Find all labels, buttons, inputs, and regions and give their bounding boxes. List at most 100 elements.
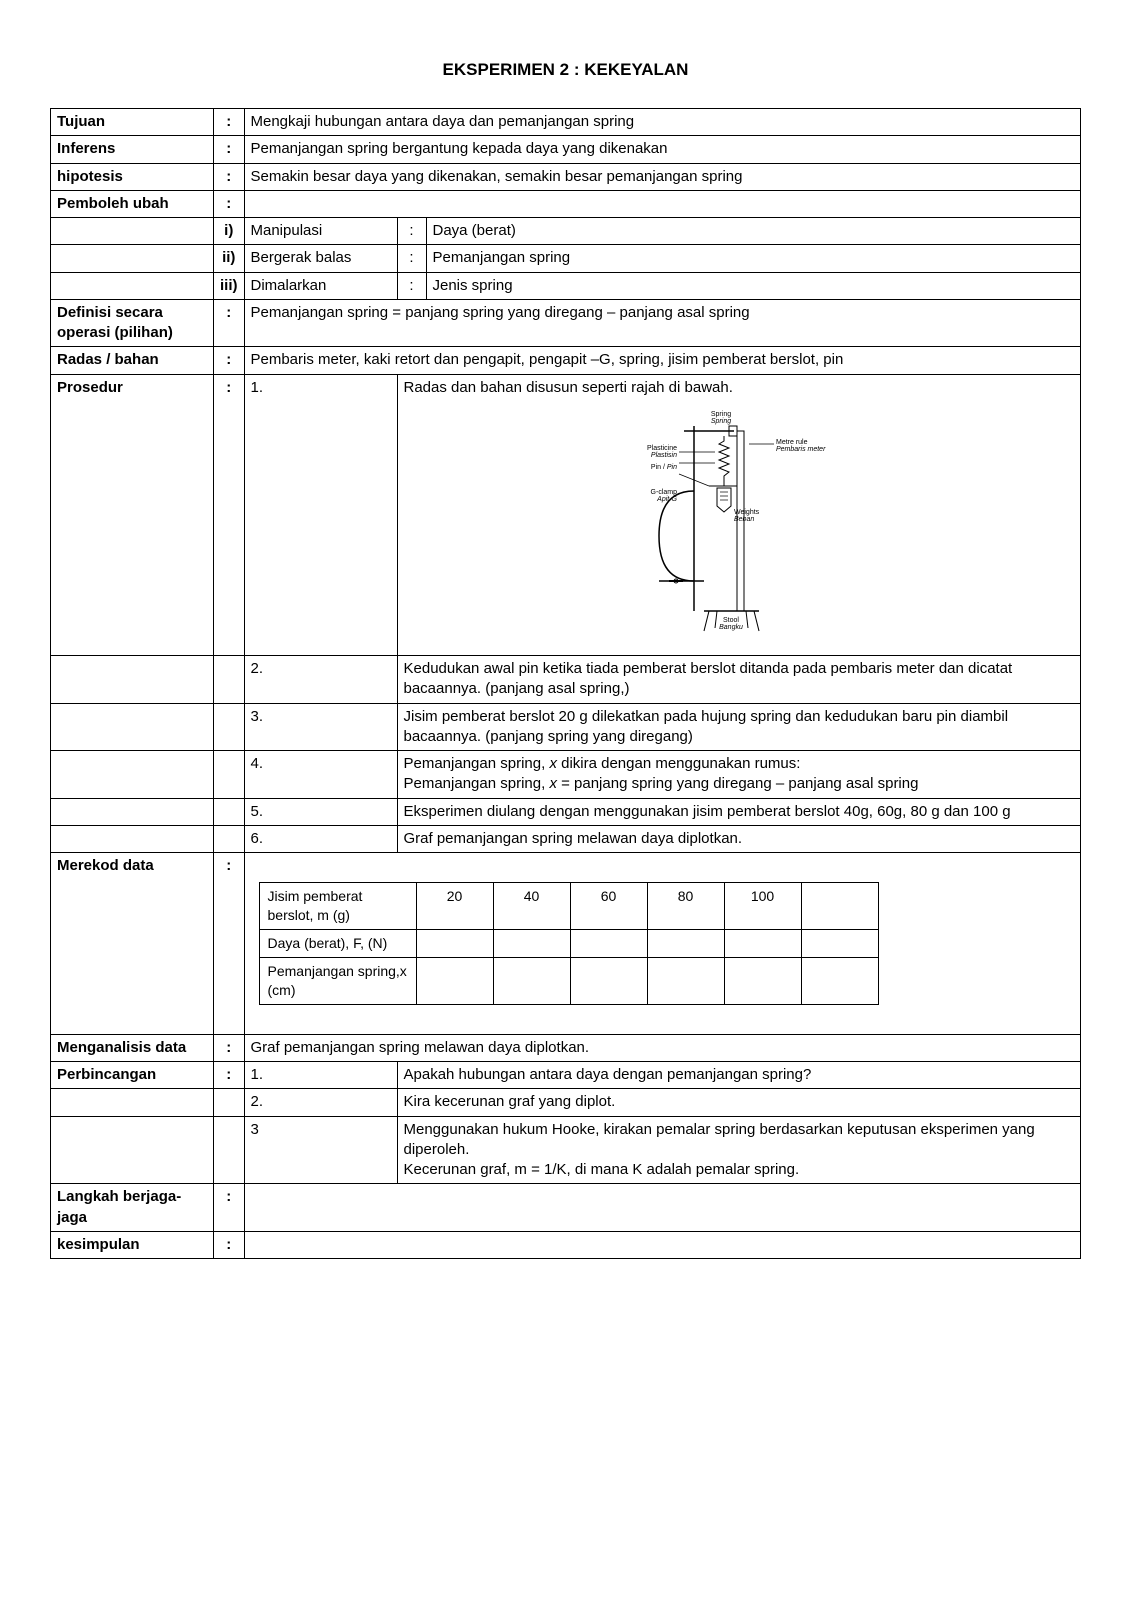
- dt-empty: [570, 930, 647, 958]
- value-radas: Pembaris meter, kaki retort dan pengapit…: [244, 347, 1081, 374]
- pu-name-3: Dimalarkan: [244, 272, 397, 299]
- roman-i: i): [214, 218, 245, 245]
- d2-num: 2.: [244, 1089, 397, 1116]
- empty: [214, 798, 245, 825]
- dt-c-4: 100: [724, 883, 801, 930]
- label-langkah: Langkah berjaga-jaga: [51, 1184, 214, 1232]
- lbl-stool: StoolBangku: [719, 617, 743, 631]
- colon: :: [397, 272, 426, 299]
- dt-rh-2: Pemanjangan spring,x (cm): [259, 957, 416, 1004]
- colon: :: [214, 1034, 245, 1061]
- data-table: Jisim pemberat berslot, m (g) 20 40 60 8…: [259, 882, 879, 1004]
- d2-text: Kira kecerunan graf yang diplot.: [397, 1089, 1081, 1116]
- dt-rh-0: Jisim pemberat berslot, m (g): [259, 883, 416, 930]
- pu-value-3: Jenis spring: [426, 272, 1081, 299]
- colon: :: [214, 299, 245, 347]
- dt-c-3: 80: [647, 883, 724, 930]
- d3-num: 3: [244, 1116, 397, 1184]
- p1-text: Radas dan bahan disusun seperti rajah di…: [404, 379, 733, 396]
- colon: :: [214, 163, 245, 190]
- label-perbincangan: Perbincangan: [51, 1062, 214, 1089]
- empty: [51, 656, 214, 704]
- dt-c-1: 40: [493, 883, 570, 930]
- p6-text: Graf pemanjangan spring melawan daya dip…: [397, 825, 1081, 852]
- value-definisi: Pemanjangan spring = panjang spring yang…: [244, 299, 1081, 347]
- colon: :: [214, 347, 245, 374]
- colon: :: [397, 245, 426, 272]
- empty: [51, 825, 214, 852]
- p1-cell: Radas dan bahan disusun seperti rajah di…: [397, 374, 1081, 656]
- p1-num: 1.: [244, 374, 397, 656]
- empty: [51, 1089, 214, 1116]
- value-inferens: Pemanjangan spring bergantung kepada day…: [244, 136, 1081, 163]
- dt-empty: [724, 957, 801, 1004]
- dt-c-0: 20: [416, 883, 493, 930]
- empty: [214, 703, 245, 751]
- empty: [214, 656, 245, 704]
- colon: :: [397, 218, 426, 245]
- lbl-gclamp: G-clampApit-G: [650, 489, 677, 503]
- dt-empty: [416, 957, 493, 1004]
- pu-name-1: Manipulasi: [244, 218, 397, 245]
- p4-num: 4.: [244, 751, 397, 799]
- empty: [214, 1116, 245, 1184]
- colon: :: [214, 1062, 245, 1089]
- label-hipotesis: hipotesis: [51, 163, 214, 190]
- label-inferens: Inferens: [51, 136, 214, 163]
- dt-c-2: 60: [570, 883, 647, 930]
- value-analisis: Graf pemanjangan spring melawan daya dip…: [244, 1034, 1081, 1061]
- value-kesimpulan: [244, 1231, 1081, 1258]
- p5-num: 5.: [244, 798, 397, 825]
- lbl-pin: Pin / Pin: [651, 464, 677, 471]
- dt-empty: [801, 957, 878, 1004]
- p3-text: Jisim pemberat berslot 20 g dilekatkan p…: [397, 703, 1081, 751]
- empty: [51, 245, 214, 272]
- label-definisi: Definisi secara operasi (pilihan): [51, 299, 214, 347]
- lbl-weights: WeightsBeban: [734, 509, 760, 523]
- colon: :: [214, 853, 245, 1035]
- p4-text: Pemanjangan spring, x dikira dengan meng…: [397, 751, 1081, 799]
- dt-empty: [724, 930, 801, 958]
- label-pemboleh: Pemboleh ubah: [51, 190, 214, 217]
- pu-value-1: Daya (berat): [426, 218, 1081, 245]
- pu-name-2: Bergerak balas: [244, 245, 397, 272]
- dt-empty: [493, 957, 570, 1004]
- lbl-metre: Metre rulePembaris meter: [776, 439, 826, 453]
- experiment-table: Tujuan : Mengkaji hubungan antara daya d…: [50, 108, 1081, 1259]
- p5-text: Eksperimen diulang dengan menggunakan ji…: [397, 798, 1081, 825]
- colon: :: [214, 374, 245, 656]
- colon: :: [214, 136, 245, 163]
- value-langkah: [244, 1184, 1081, 1232]
- apparatus-diagram: SpringSpring Metre rulePembaris meter Pl…: [609, 406, 869, 636]
- colon: :: [214, 1231, 245, 1258]
- empty: [51, 703, 214, 751]
- lbl-spring: SpringSpring: [711, 411, 731, 425]
- p3-num: 3.: [244, 703, 397, 751]
- dt-empty: [570, 957, 647, 1004]
- empty: [51, 1116, 214, 1184]
- dt-empty: [647, 957, 724, 1004]
- label-radas: Radas / bahan: [51, 347, 214, 374]
- value-hipotesis: Semakin besar daya yang dikenakan, semak…: [244, 163, 1081, 190]
- lbl-plasticine: PlasticinePlastisin: [647, 445, 677, 459]
- colon: :: [214, 1184, 245, 1232]
- p2-num: 2.: [244, 656, 397, 704]
- empty: [214, 1089, 245, 1116]
- d1-text: Apakah hubungan antara daya dengan peman…: [397, 1062, 1081, 1089]
- empty: [51, 798, 214, 825]
- d3-text: Menggunakan hukum Hooke, kirakan pemalar…: [397, 1116, 1081, 1184]
- data-table-cell: Jisim pemberat berslot, m (g) 20 40 60 8…: [244, 853, 1081, 1035]
- p6-num: 6.: [244, 825, 397, 852]
- value-pemboleh-empty: [244, 190, 1081, 217]
- roman-ii: ii): [214, 245, 245, 272]
- label-kesimpulan: kesimpulan: [51, 1231, 214, 1258]
- pu-value-2: Pemanjangan spring: [426, 245, 1081, 272]
- empty: [214, 825, 245, 852]
- empty: [51, 218, 214, 245]
- empty: [51, 751, 214, 799]
- dt-rh-1: Daya (berat), F, (N): [259, 930, 416, 958]
- roman-iii: iii): [214, 272, 245, 299]
- value-tujuan: Mengkaji hubungan antara daya dan pemanj…: [244, 109, 1081, 136]
- dt-c-5: [801, 883, 878, 930]
- label-prosedur: Prosedur: [51, 374, 214, 656]
